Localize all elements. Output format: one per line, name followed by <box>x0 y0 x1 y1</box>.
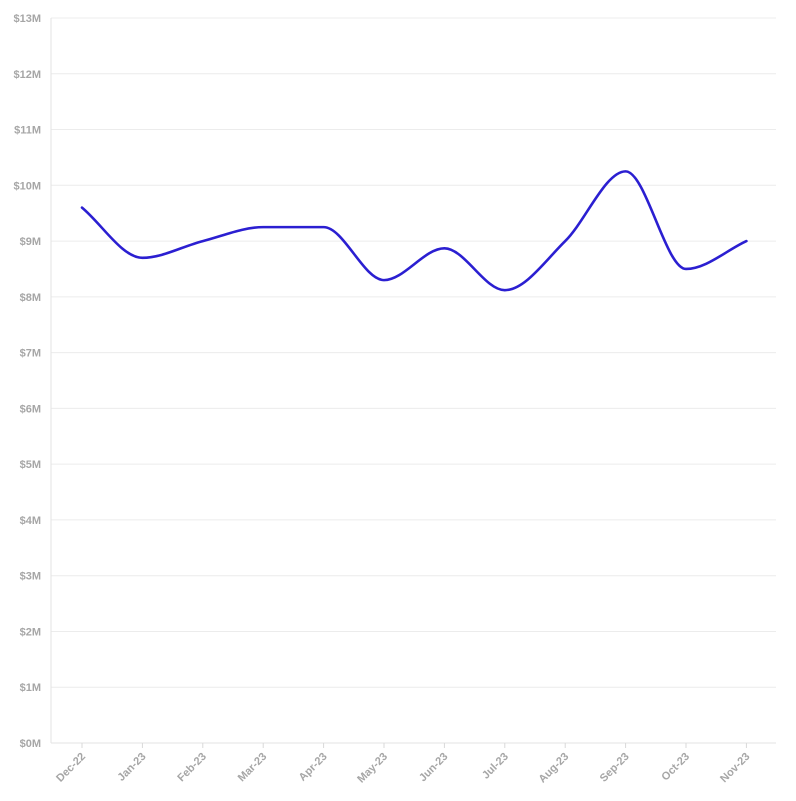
x-tick-label: Jun-23 <box>417 751 451 785</box>
x-axis-tick-labels: Dec-22 Jan-23 Feb-23 Mar-23 Apr-23 May-23 Jun-… <box>54 751 752 786</box>
x-tick-label: Oct-23 <box>659 751 692 784</box>
axes <box>50 18 776 748</box>
x-tick-label: Apr-23 <box>297 751 330 784</box>
y-tick-label: $5M <box>20 459 41 471</box>
y-tick-label: $11M <box>14 125 41 137</box>
y-tick-label: $12M <box>13 69 41 81</box>
y-tick-label: $7M <box>20 348 41 360</box>
x-tick-label: Jan-23 <box>115 751 148 784</box>
x-tick-label: Nov-23 <box>718 751 752 785</box>
y-tick-label: $3M <box>20 571 41 583</box>
y-tick-label: $9M <box>20 236 41 248</box>
y-tick-label: $10M <box>13 180 41 192</box>
series-lines <box>80 170 748 292</box>
y-tick-label: $1M <box>20 682 41 694</box>
x-tick-label: Aug-23 <box>536 751 571 786</box>
y-tick-label: $2M <box>20 626 41 638</box>
y-tick-label: $4M <box>20 515 41 527</box>
x-tick-label: Sep-23 <box>598 751 632 785</box>
gridlines <box>51 17 776 744</box>
x-tick-label: Mar-23 <box>236 751 270 785</box>
x-tick-label: May-23 <box>355 751 390 786</box>
x-tick-label: Feb-23 <box>175 751 209 785</box>
y-axis-tick-labels: $0M $1M $2M $3M $4M $5M $6M $7M $8M $9M $10M $11M $1… <box>13 13 41 750</box>
x-tick-label: Jul-23 <box>480 751 511 782</box>
y-tick-label: $8M <box>20 292 41 304</box>
y-tick-label: $6M <box>20 403 41 415</box>
series-line <box>80 170 748 292</box>
x-tick-label: Dec-22 <box>54 751 88 785</box>
y-tick-label: $13M <box>13 13 41 25</box>
y-tick-label: $0M <box>20 738 41 750</box>
